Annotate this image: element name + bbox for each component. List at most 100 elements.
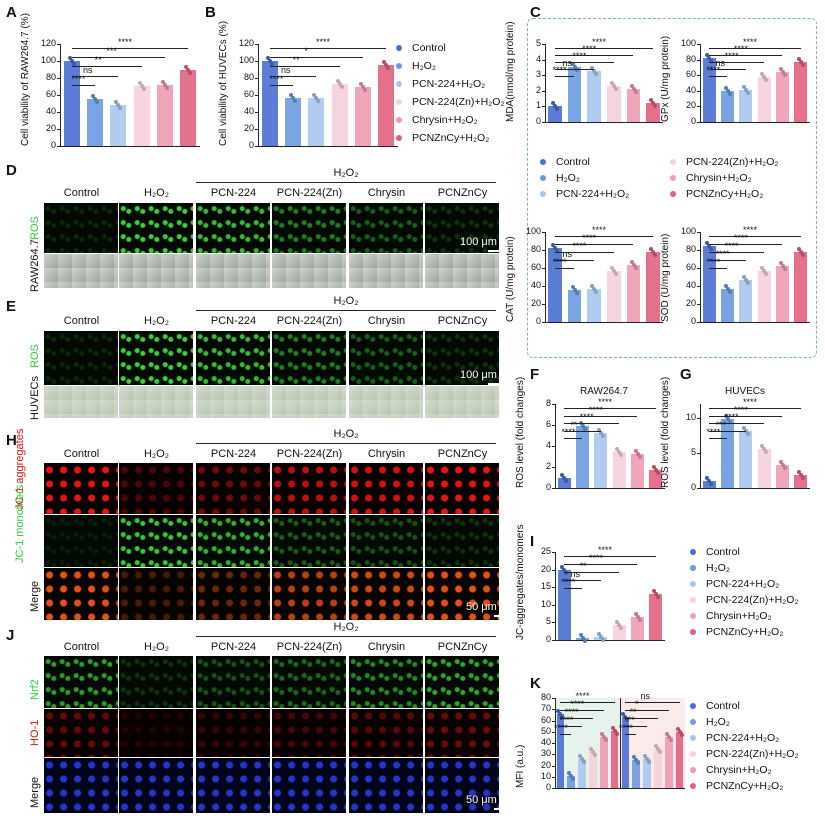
micrograph	[119, 568, 193, 620]
bar	[567, 775, 576, 788]
data-point	[633, 266, 638, 271]
sig-bracket	[560, 702, 615, 703]
data-point	[382, 60, 387, 65]
panel-label-k: K	[530, 675, 541, 692]
bar	[378, 65, 395, 146]
tick-label: 80	[45, 72, 56, 82]
sig-label: ***	[715, 419, 727, 430]
chart-k: 0 10 20 30 40 50 60 70 80 MFI (a.u.) **** **** **** *…	[515, 691, 685, 792]
data-point	[291, 95, 295, 100]
tick-mark	[552, 754, 555, 756]
legend-dot	[540, 159, 546, 166]
tick-label: 0	[535, 116, 541, 126]
legend-dot	[690, 751, 696, 758]
sig-bracket	[564, 556, 656, 557]
bar	[612, 452, 626, 488]
data-point	[556, 708, 561, 713]
data-point	[655, 471, 660, 476]
tick-mark	[542, 322, 545, 323]
data-point	[649, 246, 654, 251]
x-axis	[258, 146, 398, 147]
tick-label: 3	[535, 69, 541, 80]
micrograph	[44, 568, 118, 620]
sig-bracket	[564, 579, 601, 581]
bar	[675, 731, 684, 788]
data-point	[727, 91, 732, 96]
sig-label: ****	[572, 241, 587, 252]
tick-mark	[57, 112, 60, 113]
sig-label: ****	[733, 44, 748, 55]
sig-label: ****	[579, 412, 594, 423]
tick-label: 20	[540, 759, 551, 770]
panel-label-e: E	[6, 298, 17, 315]
micrograph	[44, 463, 118, 514]
x-axis	[700, 488, 810, 489]
tick-mark	[697, 44, 700, 45]
tick-mark	[552, 698, 555, 699]
data-point	[800, 476, 805, 481]
bar	[721, 288, 734, 322]
data-point	[316, 99, 321, 104]
tick-label: 40	[685, 84, 696, 95]
sig-label: ****	[743, 37, 758, 47]
data-point	[633, 449, 638, 454]
tick-label: 0	[545, 782, 551, 792]
row-label-jc1-monomers: JC-1 monomers	[14, 484, 26, 563]
data-point	[743, 277, 748, 282]
micrograph	[119, 463, 193, 514]
data-point	[574, 68, 579, 73]
data-point	[613, 271, 618, 276]
tick-label: 4	[535, 53, 541, 64]
bar	[557, 477, 571, 488]
tick-mark	[542, 106, 545, 108]
tick-mark	[255, 61, 258, 62]
data-point	[778, 459, 783, 464]
column-header: H₂O₂	[143, 315, 170, 327]
sig-bracket	[554, 268, 575, 270]
data-point	[590, 65, 595, 70]
data-point	[554, 107, 559, 112]
bar	[654, 748, 662, 788]
legend-dot	[540, 175, 546, 182]
micrograph	[119, 331, 193, 385]
legend-label: Control	[706, 700, 740, 712]
micrograph	[196, 568, 270, 620]
data-point	[570, 284, 575, 289]
sig-label: ****	[733, 404, 748, 415]
bar	[556, 713, 565, 788]
tick-mark	[697, 122, 700, 123]
bar	[631, 617, 644, 640]
data-point	[764, 449, 769, 454]
sig-label: ****	[724, 241, 739, 252]
column-header: PCN-224	[210, 448, 257, 460]
data-point	[762, 268, 767, 273]
legend-item: PCN-224(Zn)+H₂O₂	[690, 594, 798, 606]
sig-bracket	[709, 244, 783, 246]
sig-bracket	[564, 438, 583, 440]
sig-bracket	[709, 76, 728, 78]
data-point	[594, 289, 599, 294]
tick-mark	[255, 146, 258, 147]
data-point	[745, 280, 750, 285]
micrograph	[425, 656, 499, 708]
data-point	[582, 427, 587, 432]
tick-mark	[697, 304, 700, 305]
y-axis-label: ROS level (fold changes)	[515, 376, 526, 488]
tick-mark	[57, 146, 60, 147]
y-axis-label: GPx (U/mg protein)	[660, 35, 671, 122]
column-header: PCNZnCy	[437, 448, 488, 460]
data-point	[635, 452, 640, 457]
bar	[739, 90, 753, 122]
data-point	[617, 450, 622, 455]
legend-dot	[690, 783, 696, 790]
sig-bracket	[709, 415, 783, 417]
scale-bar	[494, 808, 514, 810]
row-label-nrf2: Nrf2	[29, 679, 41, 700]
data-point	[637, 618, 642, 623]
tick-mark	[697, 59, 700, 61]
scale-bar-label: 50 μm	[466, 794, 497, 806]
data-point	[314, 96, 319, 101]
data-point	[637, 455, 642, 460]
tick-label: 60	[685, 69, 696, 80]
legend-dot	[396, 63, 402, 70]
